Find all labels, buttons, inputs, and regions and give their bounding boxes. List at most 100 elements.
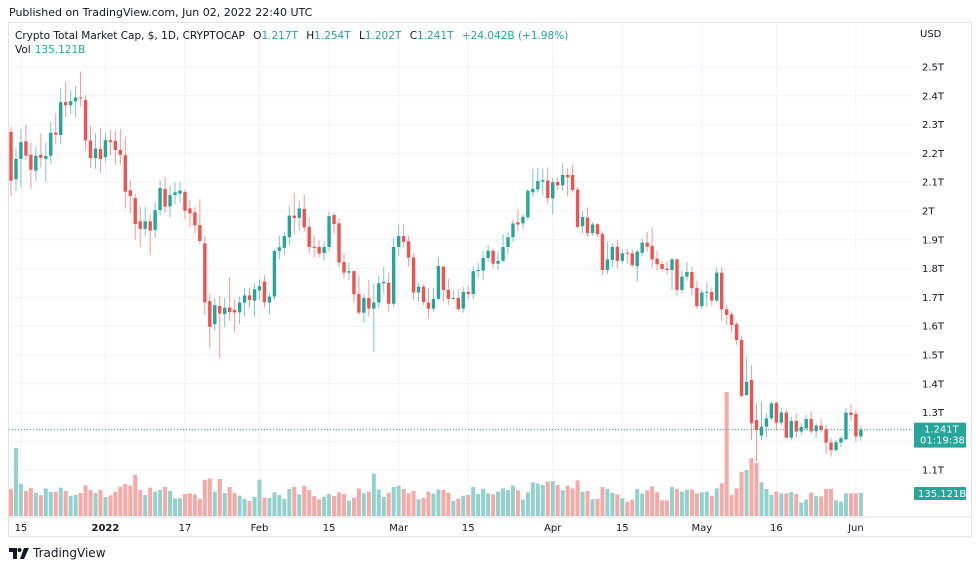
candle [605, 241, 610, 275]
candle-body [769, 403, 774, 419]
volume-bar [212, 491, 217, 516]
candle-body [382, 281, 386, 284]
candle [829, 438, 833, 457]
volume-bar [282, 498, 287, 516]
footer-brand[interactable]: TradingView [9, 546, 106, 560]
candle-body [665, 268, 669, 271]
candle-body [327, 216, 331, 247]
volume-bar [819, 496, 824, 516]
candle-body [312, 246, 316, 248]
volume-bar [670, 487, 675, 516]
volume-bar [327, 494, 332, 516]
volume-bar [376, 489, 381, 516]
price-tick-label: 1.7T [922, 293, 945, 304]
volume-bar [689, 489, 694, 516]
candle [784, 409, 789, 439]
volume-bar [237, 495, 242, 516]
last-price-badge [914, 422, 966, 448]
volume-bar [53, 491, 58, 516]
candle-body [292, 215, 296, 218]
candle-body [377, 283, 381, 303]
candle [685, 261, 689, 281]
candle-body [272, 251, 277, 297]
candle-body [526, 190, 530, 218]
candle-body [804, 418, 808, 429]
volume-bar [197, 498, 202, 516]
volume-bar [18, 483, 23, 516]
candle-body [829, 442, 833, 451]
candle-body [754, 420, 759, 430]
volume-bar [341, 494, 346, 516]
candle [451, 289, 456, 300]
volume-bar [501, 488, 506, 516]
candle [610, 243, 615, 267]
candle [327, 211, 331, 252]
candle [521, 213, 525, 229]
candle [456, 289, 460, 312]
volume-bar [123, 483, 128, 516]
candle [754, 403, 759, 462]
candle-body [78, 97, 83, 99]
candle [59, 88, 63, 145]
candle [367, 279, 371, 317]
candle-body [332, 215, 336, 224]
candle [73, 86, 78, 118]
candle-body [615, 246, 620, 261]
candle-body [118, 149, 123, 155]
volume-bar [441, 489, 446, 516]
volume-bar [754, 463, 759, 516]
volume-bar [421, 497, 426, 516]
volume-label: Vol [15, 44, 31, 56]
candle-body [426, 302, 431, 309]
volume-bar [431, 493, 436, 516]
candle [242, 287, 247, 317]
candle [585, 207, 590, 237]
volume-bar [153, 491, 158, 516]
candle-body [784, 412, 789, 438]
volume-bar [734, 488, 739, 516]
candle-body [297, 208, 301, 218]
volume-bar [78, 493, 83, 516]
candle-body [849, 412, 853, 415]
candle-body [809, 418, 813, 432]
volume-bar [744, 470, 749, 516]
symbol-title[interactable]: Crypto Total Market Cap, $, 1D, CRYPTOCA… [15, 30, 245, 42]
volume-bar [292, 487, 297, 516]
candle-body [645, 242, 649, 247]
candle [78, 71, 83, 107]
volume-bar [491, 494, 496, 516]
candle-body [476, 270, 480, 272]
candle [382, 266, 386, 294]
candle [536, 167, 540, 193]
candle-body [203, 243, 207, 303]
candle [700, 289, 704, 310]
candle [128, 180, 132, 214]
candle-body [729, 314, 734, 326]
candle [501, 234, 505, 263]
candle [282, 232, 287, 256]
volume-legend: Vol 135.121B [15, 44, 85, 56]
volume-bar [595, 498, 600, 516]
candle [844, 407, 848, 440]
candle [49, 122, 53, 164]
last-volume-badge [914, 486, 966, 500]
volume-bar [436, 489, 441, 516]
volume-bar [809, 492, 814, 516]
volume-bar [665, 500, 670, 516]
time-tick-label: 15 [616, 523, 629, 534]
close-value: 1.241T [417, 30, 454, 42]
candle [396, 225, 401, 256]
candle [565, 168, 570, 197]
volume-bar [33, 493, 38, 516]
volume-bar [520, 499, 525, 516]
price-tick-label: 1.1T [922, 466, 945, 477]
candle [834, 439, 838, 452]
candle [193, 206, 197, 234]
candle [556, 177, 560, 190]
candle [387, 273, 391, 312]
volume-bar [545, 481, 550, 516]
time-axis: 15 2022 17 Feb 15 Mar 15 Apr 15 May 16 Jun [9, 516, 971, 534]
volume-bar [729, 495, 734, 516]
candle [839, 435, 843, 448]
